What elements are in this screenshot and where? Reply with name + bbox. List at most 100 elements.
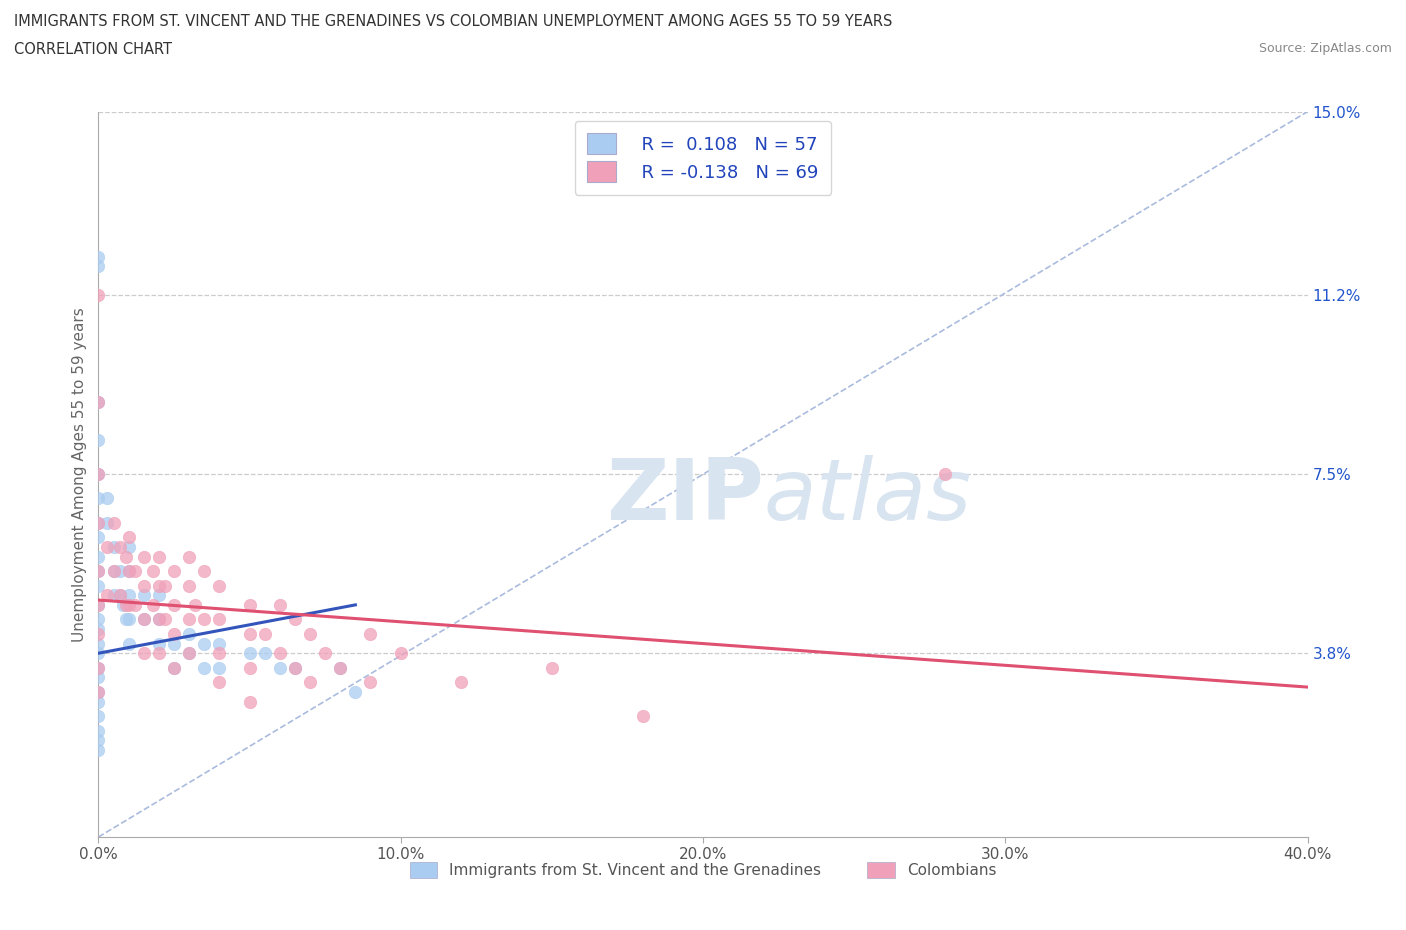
Point <box>132 612 155 627</box>
Point <box>360 675 382 690</box>
Point <box>118 539 141 554</box>
Point <box>163 627 186 642</box>
Point <box>118 564 141 578</box>
Point <box>87 742 110 757</box>
Point <box>87 564 110 578</box>
Point <box>163 636 186 651</box>
Point <box>87 733 110 748</box>
Point <box>87 433 110 448</box>
Point <box>87 684 110 699</box>
Point <box>193 636 215 651</box>
Point <box>208 612 231 627</box>
Point <box>208 660 231 675</box>
Point <box>108 539 131 554</box>
Point <box>87 578 110 593</box>
Point <box>148 588 170 603</box>
Point <box>87 467 110 482</box>
Point <box>118 564 141 578</box>
Point <box>87 491 110 506</box>
Text: IMMIGRANTS FROM ST. VINCENT AND THE GRENADINES VS COLOMBIAN UNEMPLOYMENT AMONG A: IMMIGRANTS FROM ST. VINCENT AND THE GREN… <box>14 14 893 29</box>
Point <box>253 645 276 660</box>
Point <box>163 660 186 675</box>
Point <box>87 694 110 709</box>
Point <box>153 578 176 593</box>
Point <box>87 684 110 699</box>
Point <box>153 612 176 627</box>
Point <box>179 627 201 642</box>
Point <box>132 612 155 627</box>
Point <box>208 636 231 651</box>
Point <box>179 645 201 660</box>
Point <box>132 549 155 564</box>
Point <box>179 578 201 593</box>
Point <box>299 675 322 690</box>
Text: atlas: atlas <box>763 455 972 538</box>
Point <box>163 660 186 675</box>
Point <box>96 539 118 554</box>
Point <box>450 675 472 690</box>
Point <box>108 564 131 578</box>
Point <box>208 578 231 593</box>
Point <box>87 636 110 651</box>
Point <box>87 612 110 627</box>
Point <box>87 515 110 530</box>
Point <box>132 645 155 660</box>
Point <box>87 259 110 273</box>
Legend: Immigrants from St. Vincent and the Grenadines, Colombians: Immigrants from St. Vincent and the Gren… <box>401 853 1005 887</box>
Point <box>239 627 262 642</box>
Point <box>631 709 654 724</box>
Point <box>148 578 170 593</box>
Point <box>179 645 201 660</box>
Point <box>96 588 118 603</box>
Point <box>269 645 291 660</box>
Point <box>239 597 262 612</box>
Point <box>344 684 367 699</box>
Point <box>96 491 118 506</box>
Point <box>284 660 307 675</box>
Point <box>148 612 170 627</box>
Point <box>114 612 136 627</box>
Point <box>269 660 291 675</box>
Point <box>124 564 146 578</box>
Point <box>87 530 110 545</box>
Point <box>360 627 382 642</box>
Text: ZIP: ZIP <box>606 455 763 538</box>
Point <box>114 597 136 612</box>
Point <box>87 394 110 409</box>
Point <box>87 249 110 264</box>
Point <box>87 709 110 724</box>
Point <box>87 621 110 636</box>
Point <box>87 549 110 564</box>
Point <box>118 588 141 603</box>
Point <box>118 530 141 545</box>
Point <box>329 660 352 675</box>
Point <box>96 515 118 530</box>
Point <box>253 627 276 642</box>
Point <box>148 549 170 564</box>
Point <box>284 660 307 675</box>
Point <box>314 645 336 660</box>
Point <box>142 564 165 578</box>
Point <box>179 612 201 627</box>
Text: CORRELATION CHART: CORRELATION CHART <box>14 42 172 57</box>
Point <box>239 645 262 660</box>
Point <box>208 675 231 690</box>
Point <box>284 612 307 627</box>
Point <box>111 597 134 612</box>
Point <box>118 612 141 627</box>
Point <box>87 597 110 612</box>
Point <box>184 597 207 612</box>
Point <box>193 564 215 578</box>
Point <box>239 694 262 709</box>
Point <box>87 597 110 612</box>
Point <box>124 597 146 612</box>
Point <box>103 564 125 578</box>
Point <box>389 645 412 660</box>
Point <box>103 515 125 530</box>
Point <box>108 588 131 603</box>
Point <box>299 627 322 642</box>
Point <box>87 724 110 738</box>
Point <box>193 660 215 675</box>
Point <box>114 549 136 564</box>
Point <box>87 670 110 684</box>
